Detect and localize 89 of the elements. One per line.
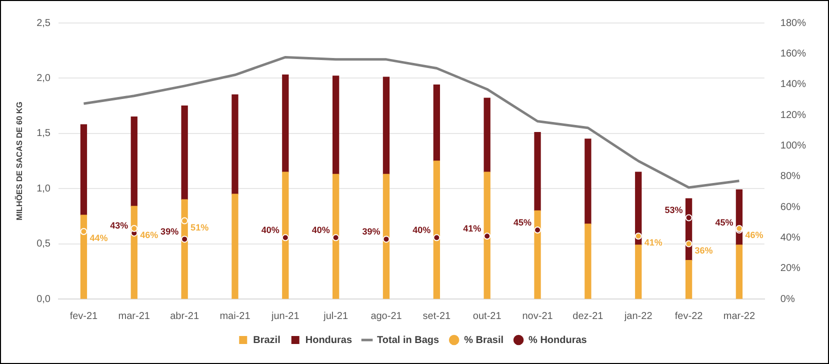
bar (382, 76, 390, 175)
y-tick-label: 1,0 (36, 183, 51, 194)
point (332, 234, 340, 242)
bar (736, 244, 743, 299)
x-tick-label: nov-21 (522, 310, 554, 322)
legend-label: % Honduras (528, 334, 588, 346)
data-label: 36% (694, 245, 713, 256)
data-label: 41% (644, 238, 662, 248)
bar (80, 124, 88, 216)
point (484, 232, 491, 240)
y2-tick-label: 100% (780, 140, 806, 152)
bar (635, 244, 642, 299)
data-label: 45% (715, 217, 734, 228)
bar (130, 116, 138, 207)
y2-tick-label: 80% (780, 171, 801, 182)
y2-tick-label: 140% (780, 79, 806, 90)
bar (484, 172, 490, 299)
y-tick-label: 1,5 (36, 128, 51, 140)
bar (232, 94, 238, 194)
y2-tick-label: 20% (780, 263, 801, 274)
data-label: 43% (110, 220, 128, 231)
bar (584, 224, 592, 299)
bar (332, 174, 340, 299)
bar (80, 214, 88, 299)
bar (282, 172, 289, 299)
x-tick-label: fev-21 (70, 310, 98, 322)
point (534, 226, 542, 234)
data-label: 46% (745, 230, 764, 240)
data-label: 45% (514, 217, 532, 228)
point (130, 224, 138, 232)
bar (332, 76, 340, 175)
x-tick-label: jan-22 (623, 310, 653, 322)
bar (685, 260, 692, 299)
point (181, 236, 188, 243)
x-tick-label: abr-21 (170, 310, 200, 322)
y2-tick-label: 40% (780, 232, 801, 244)
bar (534, 132, 541, 212)
legend-label: Brazil (253, 334, 281, 346)
y-tick-label: 0,5 (36, 238, 51, 250)
bar (484, 98, 490, 172)
data-label: 39% (362, 226, 380, 237)
data-label: 40% (312, 225, 330, 236)
data-label: 39% (160, 226, 179, 237)
y-axis-title: MILHÕES DE SACAS DE 60 KG (14, 102, 24, 220)
y2-tick-label: 180% (780, 18, 806, 29)
data-label: 40% (261, 225, 280, 236)
point (80, 228, 88, 236)
x-tick-label: out-21 (472, 310, 502, 322)
bar (584, 138, 592, 224)
y-tick-label: 2,5 (36, 18, 51, 29)
legend-label: % Brasil (464, 334, 504, 346)
data-label: 53% (664, 205, 683, 216)
bar (282, 74, 289, 172)
x-tick-label: jun-21 (270, 310, 300, 322)
data-label: 44% (90, 233, 108, 244)
x-tick-label: fev-22 (674, 310, 704, 322)
data-label: 46% (140, 230, 158, 240)
y2-tick-label: 120% (780, 110, 806, 121)
bar (534, 210, 541, 299)
x-tick-label: ago-21 (370, 310, 402, 322)
x-tick-label: set-21 (422, 310, 452, 322)
bar (382, 174, 390, 299)
data-label: 51% (190, 222, 209, 232)
bar (181, 105, 188, 200)
x-tick-label: mai-21 (220, 310, 251, 322)
point (382, 236, 390, 243)
y-tick-label: 2,0 (36, 72, 51, 84)
point (685, 214, 692, 222)
x-tick-label: jul-21 (322, 310, 348, 322)
point (282, 234, 289, 242)
x-tick-label: mar-22 (723, 310, 756, 322)
y2-tick-label: 0% (780, 294, 795, 305)
bar (181, 199, 188, 299)
point (685, 240, 692, 248)
point (181, 217, 188, 224)
x-tick-label: mar-21 (118, 310, 150, 322)
legend-label: Honduras (305, 334, 352, 346)
y-tick-label: 0,0 (36, 294, 51, 305)
y2-tick-label: 60% (780, 202, 801, 213)
y2-tick-label: 160% (780, 48, 806, 60)
bar (433, 160, 440, 299)
data-label: 40% (412, 225, 431, 236)
point (433, 234, 440, 242)
bar (433, 84, 440, 162)
bar (232, 194, 238, 299)
data-label: 41% (463, 224, 482, 234)
point (634, 232, 642, 240)
legend-label: Total in Bags (377, 334, 440, 346)
x-tick-label: dez-21 (572, 310, 604, 322)
